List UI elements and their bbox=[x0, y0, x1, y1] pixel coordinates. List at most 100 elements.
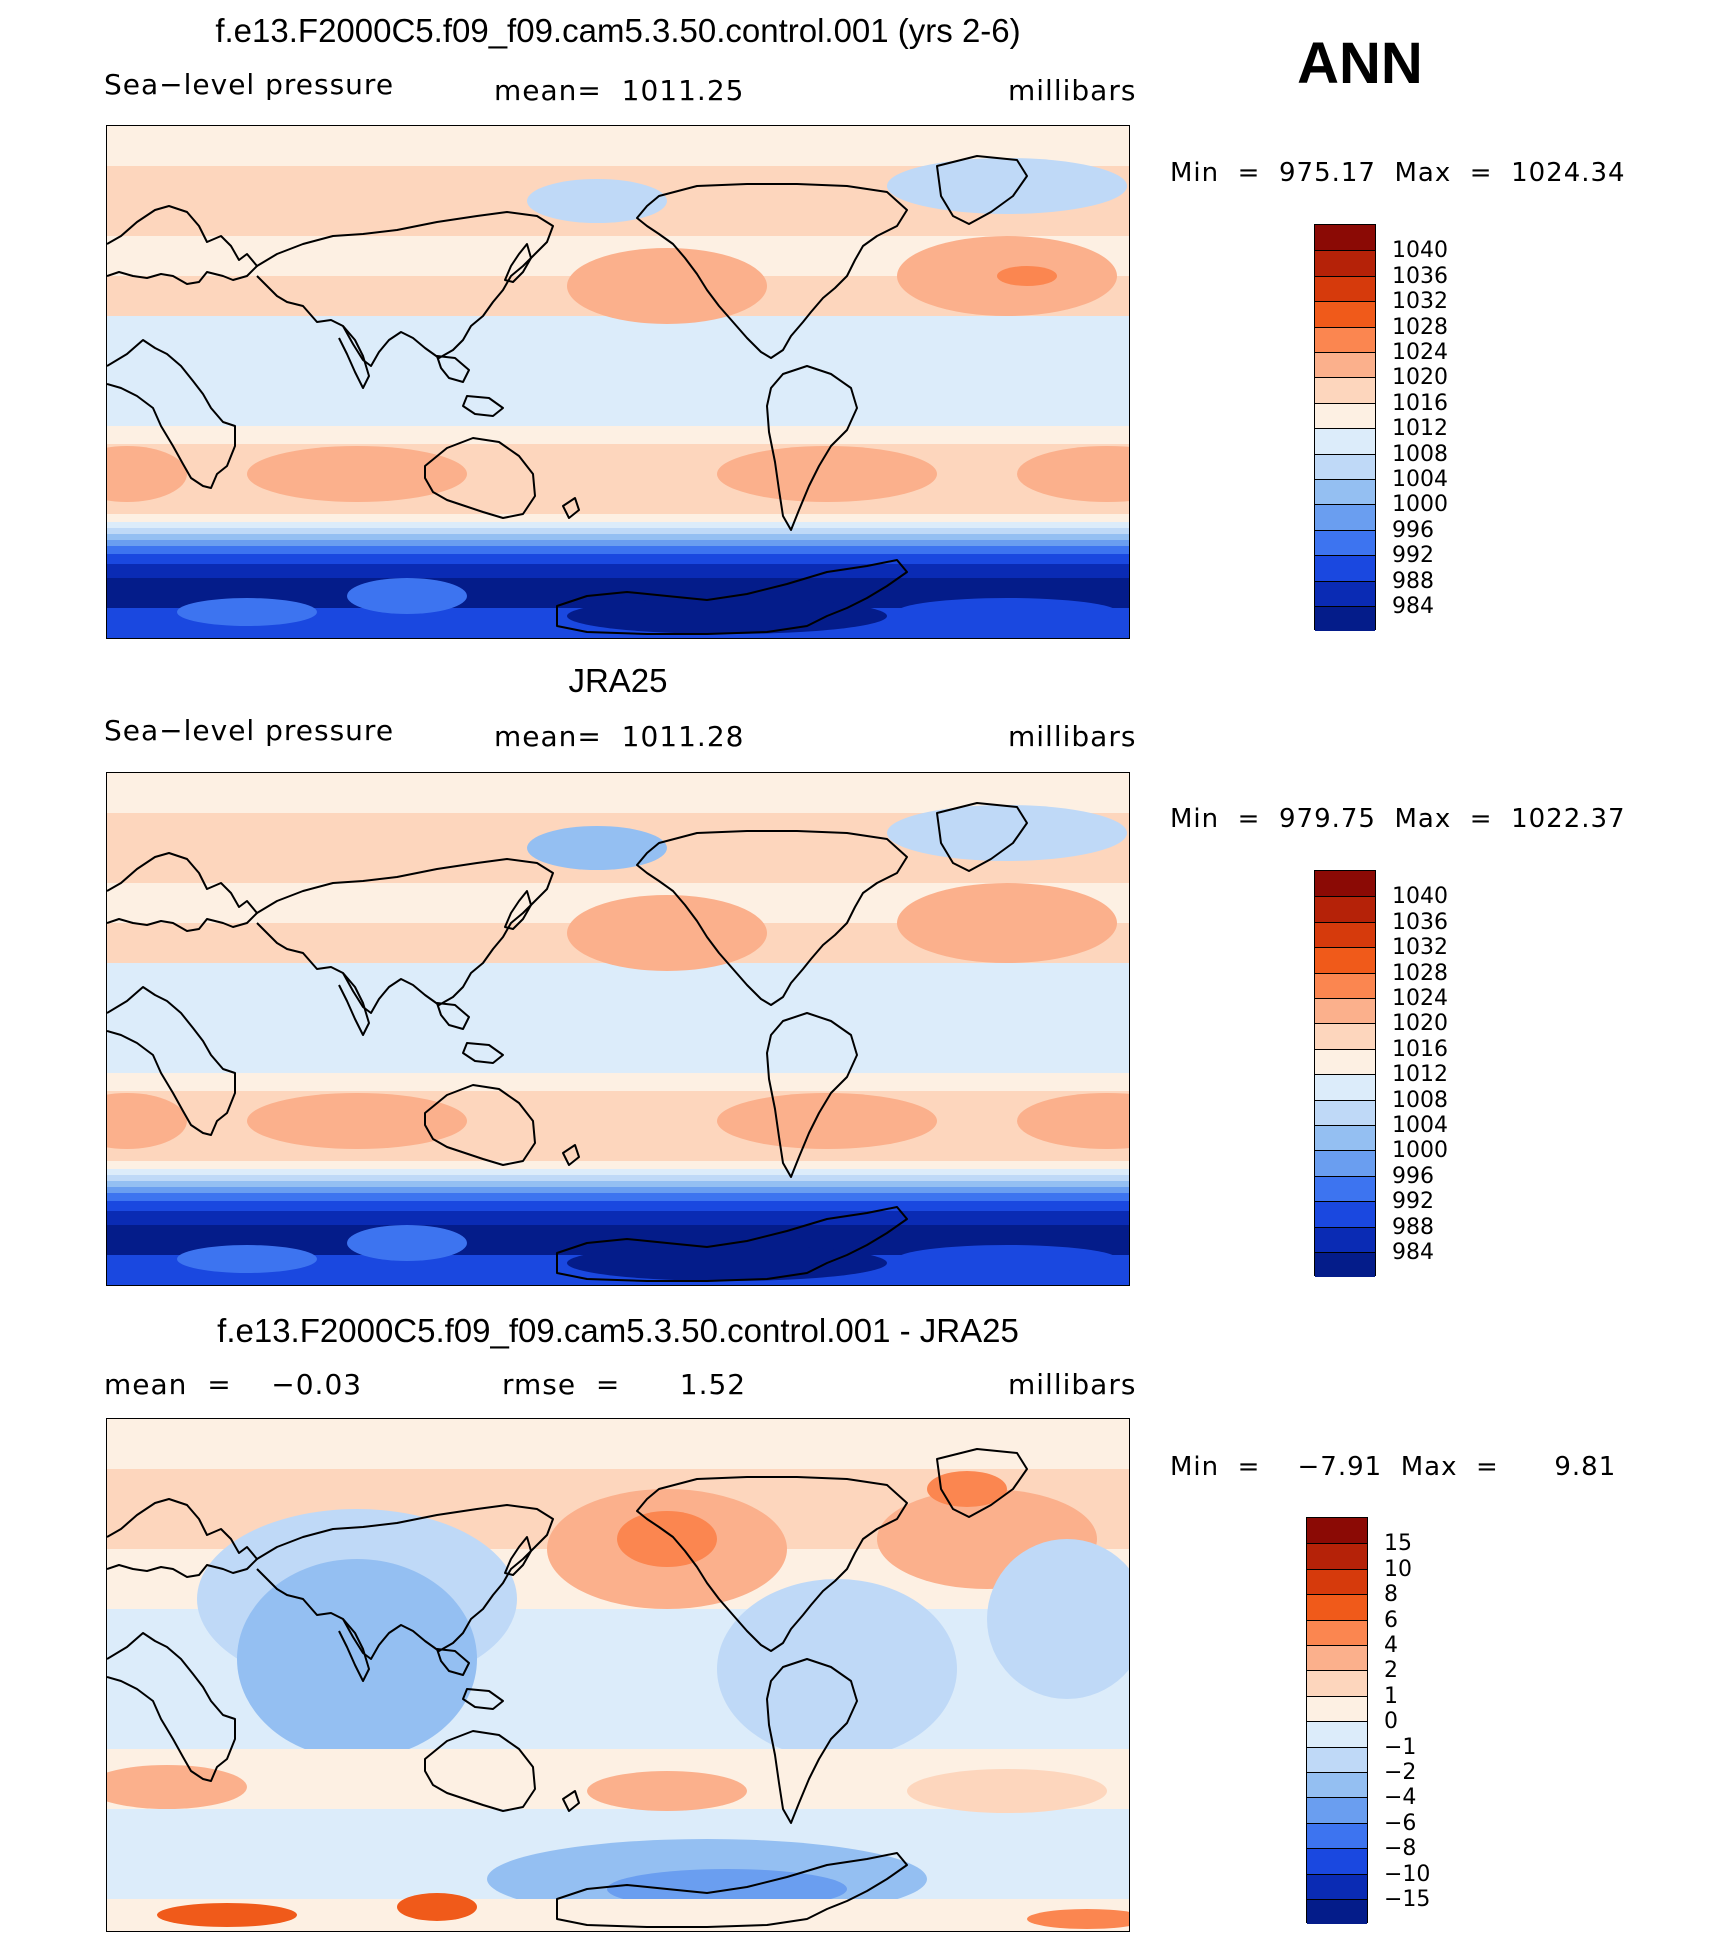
colorbar-segment bbox=[1315, 1201, 1375, 1227]
colorbar-tick-label: 1036 bbox=[1392, 909, 1448, 935]
colorbar-segment bbox=[1315, 301, 1375, 327]
coastline-path bbox=[562, 1790, 580, 1812]
coastline-path bbox=[338, 325, 370, 389]
colorbar-tick-label: 1000 bbox=[1392, 1138, 1448, 1164]
panel3-title: f.e13.F2000C5.f09_f09.cam5.3.50.control.… bbox=[217, 1312, 1019, 1349]
coastline-path bbox=[556, 1206, 908, 1282]
panel1-mean-label: mean= 1011.25 bbox=[494, 74, 745, 107]
colorbar-tick-label: 1 bbox=[1384, 1683, 1398, 1709]
colorbar-tick-label: 1008 bbox=[1392, 441, 1448, 467]
antarctic-eddy bbox=[897, 598, 1117, 626]
colorbar-tick-label: 984 bbox=[1392, 594, 1434, 619]
map-svg bbox=[107, 1419, 1129, 1931]
icelandic-low bbox=[887, 805, 1127, 861]
diff-atlantic-neg bbox=[987, 1539, 1129, 1699]
panel1-map bbox=[106, 125, 1130, 639]
colorbar-tick-label: −4 bbox=[1384, 1785, 1417, 1811]
colorbar-segment bbox=[1315, 377, 1375, 403]
colorbar-segment bbox=[1315, 453, 1375, 479]
sh-atlantic-high-w bbox=[107, 446, 187, 502]
colorbar-tick-label: 1004 bbox=[1392, 467, 1448, 492]
colorbar-tick-label: 1024 bbox=[1392, 340, 1448, 365]
colorbar-segment bbox=[1315, 871, 1375, 897]
colorbar-segment bbox=[1307, 1822, 1367, 1849]
colorbar-tick-label: 1012 bbox=[1392, 416, 1448, 442]
southern-ocean-band bbox=[107, 564, 1129, 578]
colorbar-tick-label: 4 bbox=[1384, 1633, 1398, 1658]
colorbar-tick-label: 10 bbox=[1384, 1556, 1412, 1582]
colorbar-tick-label: 992 bbox=[1392, 543, 1434, 569]
colorbar-tick-label: 1020 bbox=[1392, 365, 1448, 391]
colorbar-tick-label: 1032 bbox=[1392, 289, 1448, 315]
colorbar-segment bbox=[1315, 275, 1375, 302]
colorbar-segment bbox=[1315, 352, 1375, 378]
diff-indian-neg bbox=[237, 1559, 477, 1759]
colorbar-segment bbox=[1307, 1899, 1367, 1925]
southern-ocean-band bbox=[107, 1169, 1129, 1175]
sh-atlantic-high bbox=[1017, 1093, 1129, 1149]
coastline-path bbox=[504, 890, 532, 930]
colorbar-tick-label: 1012 bbox=[1392, 1062, 1448, 1088]
colorbar-segment bbox=[1315, 606, 1375, 632]
colorbar-tick-label: 1032 bbox=[1392, 935, 1448, 961]
colorbar-segment bbox=[1315, 1074, 1375, 1100]
colorbar-tick-label: 2 bbox=[1384, 1658, 1398, 1684]
panel1-units-label: millibars bbox=[1008, 74, 1137, 107]
coastline-path bbox=[424, 1730, 536, 1812]
southern-ocean-band bbox=[107, 1181, 1129, 1187]
coastline-path bbox=[107, 339, 236, 489]
colorbar-box bbox=[1306, 1517, 1368, 1925]
colorbar-tick-label: 988 bbox=[1392, 1214, 1434, 1240]
coastline-path bbox=[107, 986, 236, 1136]
southern-ocean-band bbox=[107, 534, 1129, 540]
coastline-path bbox=[256, 211, 554, 367]
colorbar-tick-label: 1016 bbox=[1392, 1036, 1448, 1062]
antarctic-deep-low bbox=[567, 1245, 887, 1281]
indian-high bbox=[247, 1093, 467, 1149]
colorbar-segment bbox=[1307, 1848, 1367, 1874]
panel1-title: f.e13.F2000C5.f09_f09.cam5.3.50.control.… bbox=[215, 12, 1021, 49]
colorbar-tick-label: 1040 bbox=[1392, 884, 1448, 910]
atlantic-high bbox=[897, 883, 1117, 963]
diff-antarctic-pos bbox=[1027, 1909, 1129, 1929]
diff-sh-pos bbox=[107, 1765, 247, 1809]
colorbar-tick-label: −6 bbox=[1384, 1810, 1417, 1836]
colorbar-tick-label: −1 bbox=[1384, 1734, 1417, 1760]
coastline-path bbox=[462, 1688, 504, 1710]
colorbar-segment bbox=[1307, 1695, 1367, 1722]
southern-ocean-band bbox=[107, 546, 1129, 554]
colorbar-tick-label: 1008 bbox=[1392, 1087, 1448, 1113]
antarctic-eddy bbox=[347, 1225, 467, 1261]
colorbar-segment bbox=[1315, 402, 1375, 429]
coastline-path bbox=[338, 972, 370, 1036]
southern-ocean-band bbox=[107, 1201, 1129, 1211]
colorbar-tick-label: 15 bbox=[1384, 1531, 1412, 1557]
panel1-minmax: Min = 975.17 Max = 1024.34 bbox=[1170, 158, 1626, 188]
coastline-path bbox=[636, 1476, 908, 1652]
coastline-path bbox=[256, 858, 554, 1014]
diff-sh-pos2 bbox=[587, 1771, 747, 1811]
colorbar-tick-label: 1028 bbox=[1392, 314, 1448, 340]
colorbar-segment bbox=[1315, 998, 1375, 1024]
colorbar-segment bbox=[1307, 1873, 1367, 1899]
colorbar-tick-label: 6 bbox=[1384, 1607, 1398, 1633]
colorbar-segment bbox=[1315, 972, 1375, 998]
antarctic-deep-low bbox=[567, 598, 887, 634]
coastlines bbox=[107, 155, 1028, 635]
diff-sh-pos3 bbox=[907, 1769, 1107, 1813]
colorbar-tick-label: 1040 bbox=[1392, 238, 1448, 264]
colorbar-tick-label: 992 bbox=[1392, 1189, 1434, 1215]
coastline-path bbox=[462, 1042, 504, 1064]
colorbar-tick-label: −15 bbox=[1384, 1887, 1431, 1912]
colorbar-tick-label: −10 bbox=[1384, 1861, 1431, 1887]
colorbar-segment bbox=[1315, 504, 1375, 530]
coastline-path bbox=[436, 1648, 470, 1676]
colorbar-tick-label: 996 bbox=[1392, 1163, 1434, 1189]
coastline-path bbox=[562, 1144, 580, 1166]
diff-antarctic-pos bbox=[397, 1893, 477, 1921]
colorbar-segment bbox=[1315, 225, 1375, 251]
colorbar-segment bbox=[1307, 1746, 1367, 1772]
southern-ocean-band bbox=[107, 1175, 1129, 1181]
coastlines bbox=[107, 802, 1028, 1282]
coastline-path bbox=[936, 802, 1028, 872]
